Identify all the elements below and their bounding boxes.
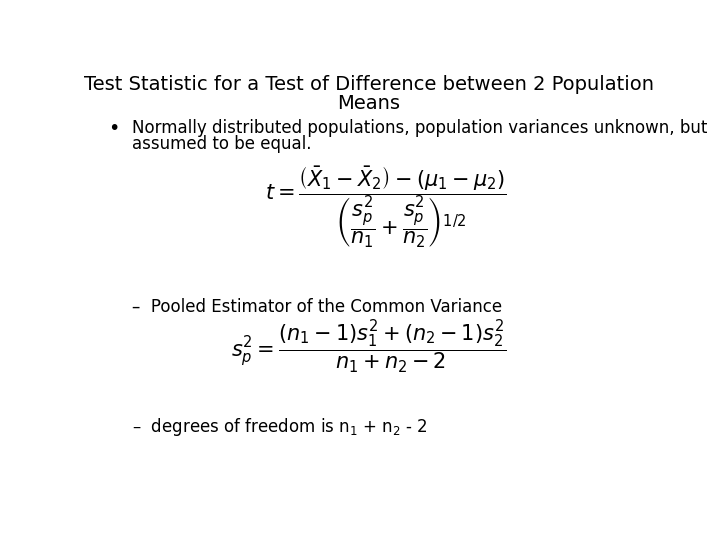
Text: •: •	[108, 119, 120, 138]
Text: Test Statistic for a Test of Difference between 2 Population: Test Statistic for a Test of Difference …	[84, 75, 654, 94]
Text: –  Pooled Estimator of the Common Variance: – Pooled Estimator of the Common Varianc…	[132, 298, 502, 316]
Text: assumed to be equal.: assumed to be equal.	[132, 134, 311, 153]
Text: $s_p^2 = \dfrac{(n_1 - 1)s_1^2 + (n_2 - 1)s_2^2}{n_1 + n_2 - 2}$: $s_p^2 = \dfrac{(n_1 - 1)s_1^2 + (n_2 - …	[231, 319, 507, 376]
Text: Normally distributed populations, population variances unknown, but: Normally distributed populations, popula…	[132, 119, 707, 137]
Text: $t = \dfrac{\left(\bar{X}_1 - \bar{X}_2\right) - \left(\mu_1 - \mu_2\right)}{\le: $t = \dfrac{\left(\bar{X}_1 - \bar{X}_2\…	[265, 165, 506, 250]
Text: Means: Means	[338, 94, 400, 113]
Text: –  degrees of freedom is n$_1$ + n$_2$ - 2: – degrees of freedom is n$_1$ + n$_2$ - …	[132, 416, 428, 438]
